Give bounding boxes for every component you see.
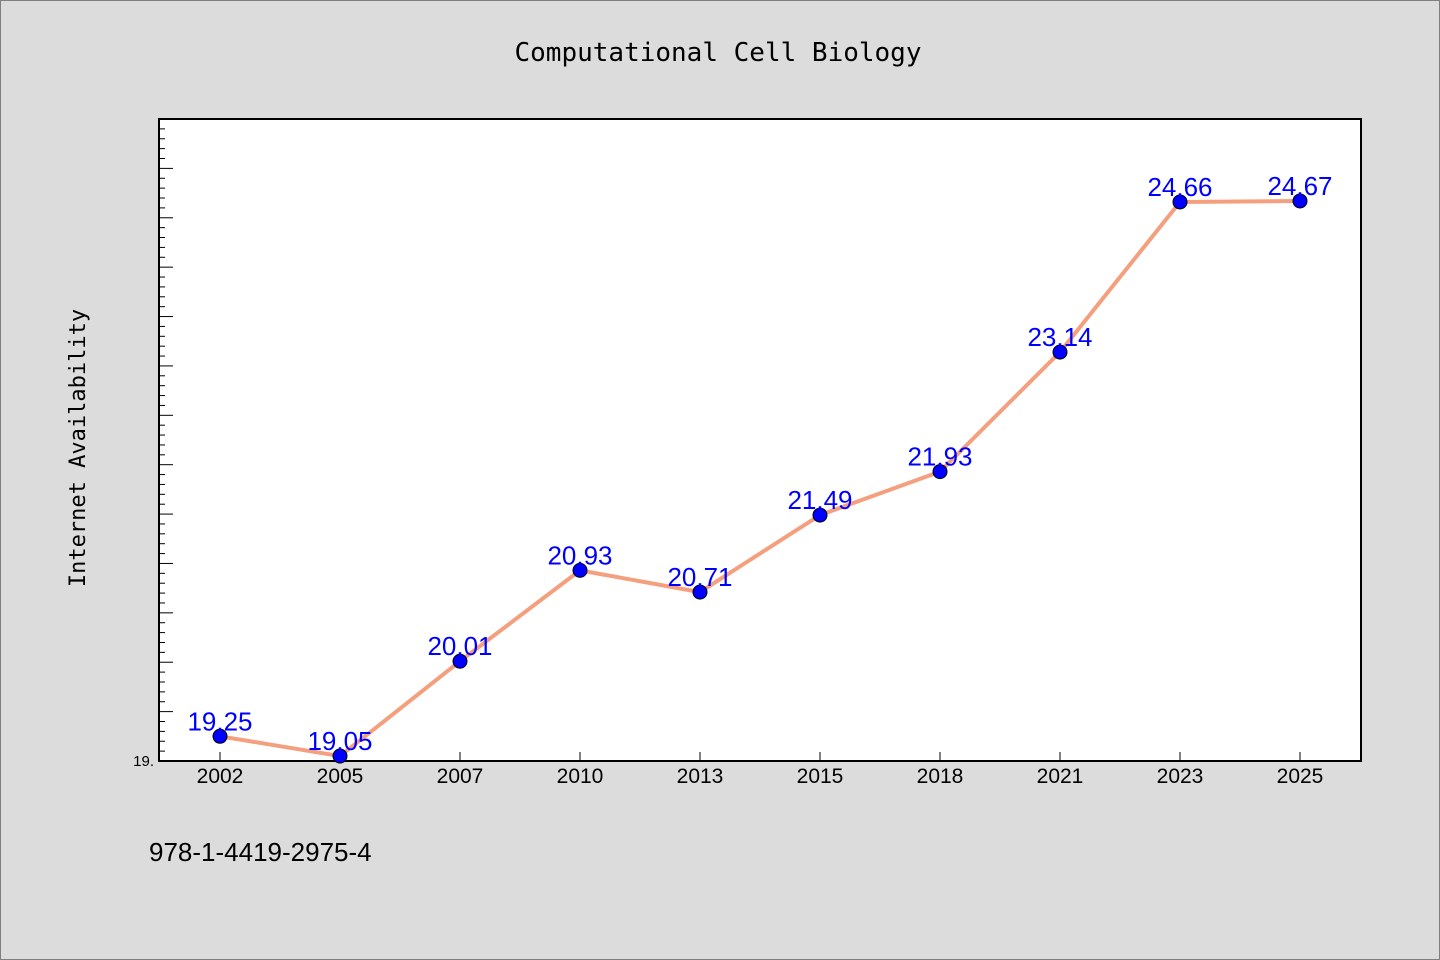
x-tick-label: 2013 <box>677 765 724 788</box>
footer-isbn: 978-1-4419-2975-4 <box>149 837 372 867</box>
x-tick-label: 2007 <box>437 765 484 788</box>
x-tick-label: 2005 <box>317 765 364 788</box>
data-point <box>1292 193 1308 209</box>
data-point <box>332 748 348 764</box>
data-label: 20.93 <box>547 540 612 570</box>
data-point <box>452 653 468 669</box>
data-label: 21.49 <box>787 485 852 515</box>
data-point <box>812 507 828 523</box>
data-label: 24.66 <box>1147 172 1212 202</box>
x-tick-label: 2023 <box>1157 765 1204 788</box>
data-label: 24.67 <box>1267 171 1332 201</box>
x-tick-label: 2015 <box>797 765 844 788</box>
x-tick-label: 2021 <box>1037 765 1084 788</box>
plot-area <box>158 118 1362 762</box>
x-tick-label: 2025 <box>1277 765 1324 788</box>
y-axis-label: Internet Availability <box>66 309 91 587</box>
y-axis-ticks <box>159 118 173 762</box>
y-tick-label: 19. <box>133 753 154 770</box>
data-point <box>692 584 708 600</box>
data-point <box>1172 194 1188 210</box>
data-label: 21.93 <box>907 442 972 472</box>
data-point <box>212 728 228 744</box>
data-label: 19.05 <box>307 726 372 756</box>
data-markers <box>212 193 1308 764</box>
data-point <box>1052 344 1068 360</box>
x-tick-label: 2002 <box>197 765 244 788</box>
series-line <box>219 198 1301 759</box>
x-tick-label: 2010 <box>557 765 604 788</box>
data-label: 23.14 <box>1027 322 1092 352</box>
data-labels: 19.25 19.05 20.01 20.93 20.71 21.49 21.93 23.14… <box>187 171 1332 756</box>
data-label: 20.71 <box>667 562 732 592</box>
chart-title: Computational Cell Biology <box>515 38 922 68</box>
x-axis-ticks: 2002 2005 2007 2010 2013 2015 2018 2021 2023 2025 <box>197 752 1324 788</box>
data-label: 19.25 <box>187 706 252 736</box>
data-label: 20.01 <box>427 631 492 661</box>
data-point <box>572 562 588 578</box>
data-point <box>932 464 948 480</box>
x-tick-label: 2018 <box>917 765 964 788</box>
